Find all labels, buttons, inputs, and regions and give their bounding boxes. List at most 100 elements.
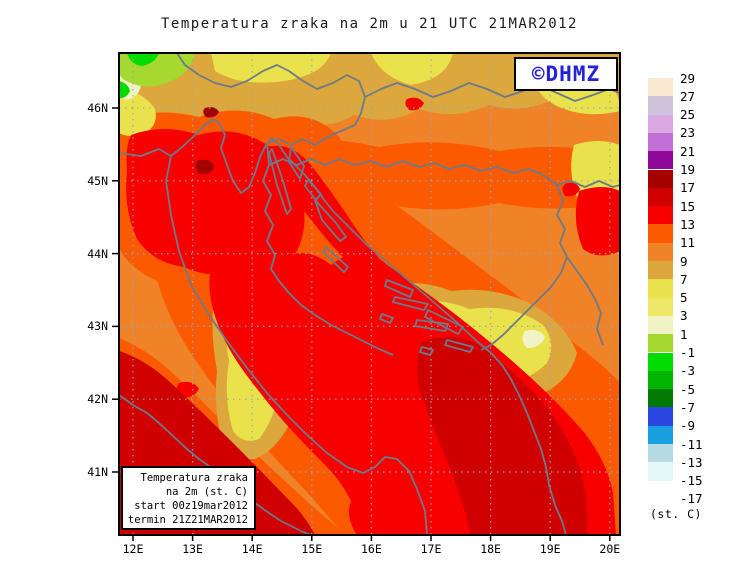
colorbar-level-23: 23 <box>680 125 696 141</box>
colorbar-swatch-10 <box>648 261 673 280</box>
colorbar-level--5: -5 <box>680 381 696 397</box>
copyright-text: ©DHMZ <box>531 62 601 86</box>
info-line-1: Temperatura zraka <box>140 472 248 484</box>
italy-adriatic-coastline <box>119 148 428 535</box>
graticule <box>119 53 620 535</box>
red-nw-blob <box>126 129 305 275</box>
colorbar-level--17: -17 <box>680 491 703 507</box>
colorbar-swatch-20 <box>648 444 673 463</box>
colorbar-swatch-19 <box>648 425 673 444</box>
colorbar-level--9: -9 <box>680 418 696 434</box>
colorbar-swatch-6 <box>648 187 673 207</box>
island-brac <box>384 279 414 298</box>
island-krk <box>288 146 305 180</box>
colorbar-swatch-3 <box>648 132 673 152</box>
pale-bosnia-2 <box>522 329 545 348</box>
colorbar-level-29: 29 <box>680 70 696 86</box>
colorbar-swatch-21 <box>648 462 673 481</box>
yellow-top-2 <box>371 53 453 85</box>
colorbar-level-15: 15 <box>680 198 696 214</box>
colorbar-level-25: 25 <box>680 107 696 123</box>
map-plot-area <box>119 53 620 535</box>
island-lastovo <box>419 346 434 356</box>
y-tick-label-42N: 42N <box>87 392 108 407</box>
border-una-dinaric <box>262 164 394 356</box>
red-spot-italy <box>176 381 199 398</box>
island-mljet <box>444 339 474 353</box>
darkest-spot-nw-1 <box>203 107 219 118</box>
island-dugi-otok <box>322 246 349 273</box>
colorbar-level--15: -15 <box>680 473 703 489</box>
red-spot-top <box>405 97 424 111</box>
colorbar-swatch-13 <box>648 315 673 335</box>
border-drina-montenegro <box>480 184 568 351</box>
colorbar-level-1: 1 <box>680 326 688 342</box>
colorbar-swatch-7 <box>648 206 673 225</box>
colorbar-level-21: 21 <box>680 143 696 159</box>
y-tick-label-41N: 41N <box>87 465 108 479</box>
y-tick-label-46N: 46N <box>87 101 108 115</box>
colorbar-level-13: 13 <box>680 216 696 232</box>
y-tick-label-43N: 43N <box>87 319 108 334</box>
colorbar-swatch-8 <box>648 224 673 243</box>
x-tick-label-16E: 16E <box>361 542 382 556</box>
x-tick-label-13E: 13E <box>182 542 203 556</box>
border-east <box>556 180 620 188</box>
border-hungary <box>364 82 620 102</box>
colorbar-level--11: -11 <box>680 436 703 452</box>
green-nw-2 <box>119 81 130 99</box>
border-montenegro-albania <box>566 256 604 346</box>
x-tick-label-18E: 18E <box>480 542 501 556</box>
colorbar-level-5: 5 <box>680 290 688 306</box>
colorbar-swatch-9 <box>648 242 673 261</box>
darkred-se-adriatic <box>416 336 588 535</box>
border-north-alpine <box>176 53 366 146</box>
run-info-box: Temperatura zraka na 2m (st. C) start 00… <box>121 466 256 530</box>
colorbar-level--7: -7 <box>680 399 696 415</box>
info-line-4: termin 21Z21MAR2012 <box>127 514 248 526</box>
peninsula-peljesac <box>424 309 464 335</box>
colorbar-swatch-4 <box>648 151 673 170</box>
info-line-3: start 00z19mar2012 <box>134 500 248 512</box>
red-kvarner <box>267 145 385 283</box>
colorbar-swatch-15 <box>648 352 673 371</box>
colorbar-swatch-12 <box>648 297 673 316</box>
colorbar-level-7: 7 <box>680 271 688 287</box>
x-tick-label-12E: 12E <box>122 542 144 556</box>
istria-croatia-coastline <box>170 118 567 535</box>
colorbar-level-19: 19 <box>680 162 696 177</box>
green-nw-1 <box>127 53 159 66</box>
page-title: Temperatura zraka na 2m u 21 UTC 21MAR20… <box>160 16 578 32</box>
colorbar-swatch-22 <box>648 480 673 499</box>
x-tick-label-15E: 15E <box>301 542 323 556</box>
red-spot-east <box>562 182 580 197</box>
colorbar-level-27: 27 <box>680 88 696 104</box>
copyright-badge: ©DHMZ <box>514 57 618 91</box>
colorbar-level-17: 17 <box>680 180 696 196</box>
y-tick-label-45N: 45N <box>87 173 108 188</box>
darkest-spot-nw-2 <box>195 159 215 175</box>
island-vis <box>379 313 394 324</box>
colorbar-level-11: 11 <box>680 235 696 251</box>
plot-border <box>118 52 621 536</box>
island-cres <box>268 148 292 215</box>
colorbar-swatch-17 <box>648 389 673 408</box>
x-tick-label-19E: 19E <box>539 542 561 556</box>
colorbar-unit: (st. C) <box>650 507 702 521</box>
colorbar-level-9: 9 <box>680 253 688 269</box>
x-tick-label-17E: 17E <box>420 542 442 556</box>
colorbar-swatch-18 <box>648 407 673 426</box>
colorbar-swatch-0 <box>648 78 673 97</box>
island-pag <box>314 199 347 242</box>
colorbar-swatch-5 <box>648 169 673 188</box>
colorbar-level--13: -13 <box>680 454 703 470</box>
x-tick-label-20E: 20E <box>599 542 621 556</box>
colorbar-level--1: -1 <box>680 345 696 360</box>
colorbar-swatch-14 <box>648 334 673 353</box>
colorbar-swatch-16 <box>648 370 673 390</box>
colorbar-level-3: 3 <box>680 308 688 324</box>
colorbar-level--3: -3 <box>680 363 696 379</box>
info-line-2: na 2m (st. C) <box>165 486 248 498</box>
